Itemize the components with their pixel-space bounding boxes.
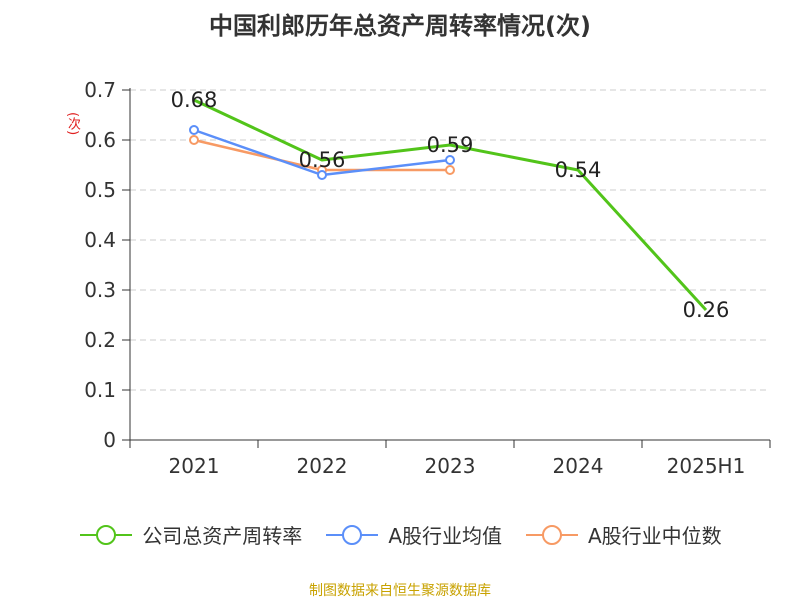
data-point: [189, 135, 199, 145]
legend: 公司总资产周转率 A股行业均值 A股行业中位数: [0, 520, 800, 549]
y-tick-label: 0.4: [84, 228, 116, 252]
data-point: [317, 170, 327, 180]
data-point: [189, 125, 199, 135]
legend-item-company[interactable]: 公司总资产周转率: [78, 520, 302, 549]
data-point: [445, 165, 455, 175]
data-label: 0.54: [555, 158, 602, 182]
legend-marker: [542, 524, 562, 545]
data-point: [445, 155, 455, 165]
series-line-0: [193, 98, 708, 312]
data-label: 0.68: [171, 88, 218, 112]
y-tick-label: 0.5: [84, 178, 116, 202]
y-tick-label: 0.6: [84, 128, 116, 152]
y-axis-title: (次): [65, 112, 80, 136]
legend-swatch-industry-median: [526, 524, 578, 545]
legend-swatch-industry-mean: [326, 524, 379, 545]
legend-label-industry-mean: A股行业均值: [388, 524, 502, 548]
legend-marker: [96, 524, 117, 545]
y-tick-label: 0: [103, 428, 116, 452]
data-label: 0.26: [683, 298, 730, 322]
x-tick-label: 2024: [553, 454, 604, 478]
y-tick-label: 0.1: [84, 378, 116, 402]
y-tick-label: 0.7: [84, 78, 116, 102]
legend-label-industry-median: A股行业中位数: [588, 524, 722, 548]
x-tick-label: 2023: [425, 454, 476, 478]
legend-label-company: 公司总资产周转率: [142, 524, 303, 548]
chart-title: 中国利郎历年总资产周转率情况(次): [209, 12, 591, 40]
x-tick-label: 2022: [297, 454, 348, 478]
legend-item-industry-median[interactable]: A股行业中位数: [524, 520, 722, 549]
data-label: 0.59: [427, 133, 474, 157]
legend-swatch-company: [80, 524, 133, 545]
legend-marker: [342, 524, 363, 545]
legend-item-industry-mean[interactable]: A股行业均值: [324, 520, 502, 549]
x-tick-label: 2025H1: [667, 454, 746, 478]
data-label: 0.56: [299, 148, 346, 172]
x-tick-label: 2021: [169, 454, 220, 478]
y-tick-label: 0.3: [84, 278, 116, 302]
y-tick-label: 0.2: [84, 328, 116, 352]
data-source-note: 制图数据来自恒生聚源数据库: [309, 583, 491, 599]
